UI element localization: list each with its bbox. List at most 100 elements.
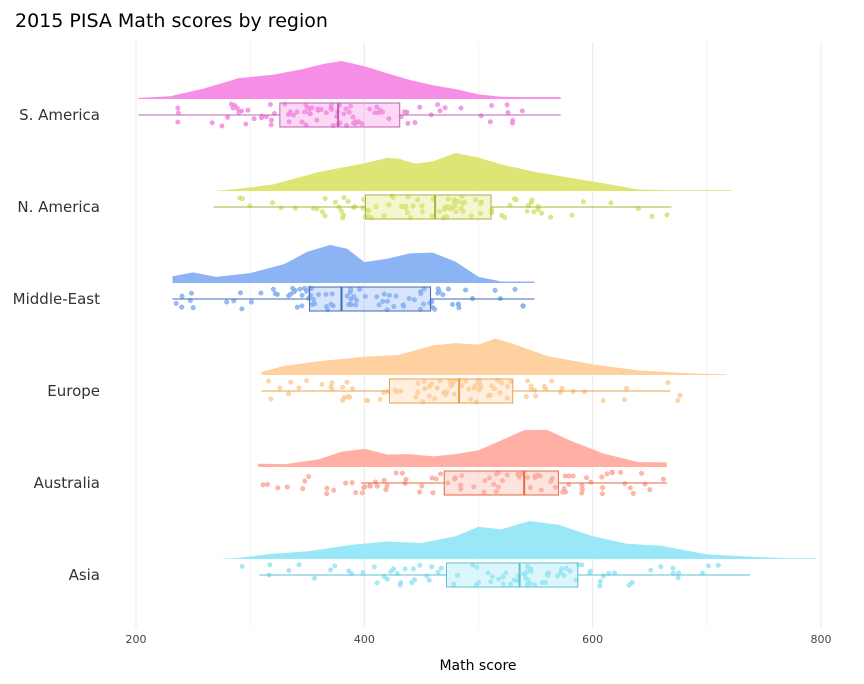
data-point — [284, 484, 290, 490]
data-point — [424, 573, 430, 579]
data-point — [419, 483, 425, 489]
data-point — [493, 471, 499, 477]
data-point — [190, 305, 196, 311]
y-axis-label: Middle-East — [13, 290, 100, 308]
data-point — [351, 293, 357, 300]
data-point — [567, 568, 573, 574]
data-point — [561, 485, 567, 492]
x-axis-title: Math score — [439, 658, 516, 674]
data-point — [629, 580, 635, 586]
data-point — [532, 473, 538, 479]
data-point — [497, 390, 503, 396]
data-point — [179, 293, 185, 299]
y-axis-label: Australia — [34, 474, 100, 492]
data-point — [451, 199, 457, 205]
data-point — [329, 386, 335, 392]
data-point — [243, 121, 249, 127]
data-point — [419, 203, 425, 209]
data-point — [372, 479, 378, 485]
data-point — [649, 213, 655, 219]
data-point — [417, 562, 423, 568]
data-point — [399, 203, 405, 209]
data-point — [445, 196, 451, 202]
data-point — [415, 389, 421, 395]
data-point — [286, 567, 292, 574]
data-point — [371, 564, 377, 570]
data-point — [315, 106, 321, 112]
data-point — [624, 385, 630, 392]
y-axis-label: Europe — [47, 382, 100, 400]
data-point — [456, 305, 462, 311]
data-point — [331, 487, 337, 493]
data-point — [381, 477, 387, 483]
data-point — [411, 297, 417, 303]
data-point — [306, 474, 312, 480]
data-point — [175, 119, 181, 125]
data-point — [367, 483, 373, 489]
data-point — [341, 194, 347, 201]
data-point — [489, 102, 495, 109]
data-point — [345, 198, 351, 204]
data-point — [264, 481, 271, 487]
data-point — [353, 302, 359, 308]
data-point — [527, 485, 533, 491]
data-point — [466, 386, 472, 392]
data-point — [306, 110, 312, 116]
data-point — [179, 304, 185, 310]
data-point — [376, 302, 382, 308]
data-point — [251, 116, 257, 122]
data-point — [489, 573, 495, 579]
data-point — [658, 564, 664, 570]
data-point — [392, 387, 398, 393]
data-point — [621, 397, 627, 403]
data-point — [173, 300, 179, 306]
data-point — [485, 570, 491, 576]
data-point — [209, 120, 215, 126]
data-point — [381, 291, 387, 297]
data-point — [512, 286, 518, 292]
data-point — [548, 214, 554, 220]
data-point — [478, 201, 484, 207]
data-point — [373, 204, 379, 210]
data-point — [418, 291, 424, 297]
data-point — [488, 383, 495, 389]
data-point — [384, 483, 390, 489]
data-point — [453, 208, 459, 215]
data-point — [393, 470, 399, 476]
data-point — [435, 569, 441, 575]
data-point — [319, 209, 325, 215]
data-point — [487, 392, 494, 398]
data-point — [300, 486, 306, 492]
data-point — [360, 205, 366, 211]
box-iqr — [364, 194, 492, 220]
data-point — [359, 490, 365, 496]
data-point — [419, 209, 425, 215]
data-point — [443, 392, 449, 398]
data-point — [459, 473, 465, 479]
data-point — [647, 487, 653, 493]
y-axis-label: N. America — [17, 198, 100, 216]
data-point — [504, 472, 510, 478]
data-point — [391, 303, 397, 310]
data-point — [538, 487, 544, 493]
data-point — [539, 210, 545, 216]
data-point — [350, 114, 356, 120]
data-point — [412, 120, 418, 126]
data-point — [499, 477, 506, 484]
x-tick-label: 600 — [582, 633, 603, 646]
data-point — [548, 479, 554, 485]
data-point — [665, 380, 671, 386]
data-point — [557, 570, 563, 576]
data-point — [322, 213, 328, 219]
data-point — [599, 474, 605, 480]
data-point — [343, 480, 349, 486]
data-point — [600, 573, 606, 579]
data-point — [260, 482, 266, 488]
data-point — [524, 563, 531, 569]
data-point — [448, 383, 454, 389]
data-point — [384, 576, 390, 582]
data-point — [237, 290, 243, 296]
density-clouds — [138, 61, 816, 559]
data-point — [504, 102, 510, 108]
data-point — [304, 105, 311, 111]
